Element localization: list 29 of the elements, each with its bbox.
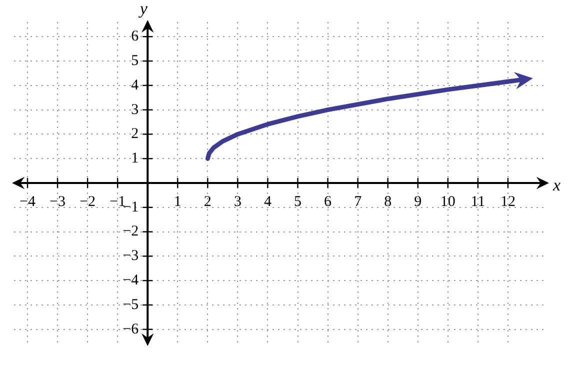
y-tick-label: −5 bbox=[122, 296, 139, 313]
x-tick-label: 3 bbox=[234, 194, 242, 210]
y-tick-label: 3 bbox=[131, 102, 139, 118]
x-tick-label: −1 bbox=[110, 194, 126, 210]
x-tick-label: −2 bbox=[80, 194, 96, 210]
x-tick-label: 7 bbox=[354, 194, 362, 210]
x-tick-label: 9 bbox=[414, 194, 422, 210]
x-tick-label: 6 bbox=[324, 194, 332, 210]
x-tick-label: 4 bbox=[264, 194, 272, 210]
x-tick-label: 11 bbox=[470, 194, 486, 210]
x-axis-title: x bbox=[552, 175, 561, 194]
y-tick-label: 6 bbox=[131, 28, 140, 45]
x-tick-label: 10 bbox=[440, 194, 456, 210]
x-tick-label: 8 bbox=[384, 194, 392, 210]
x-tick-label: 2 bbox=[204, 194, 212, 210]
x-tick-label: −4 bbox=[20, 194, 36, 210]
y-tick-label: −3 bbox=[122, 248, 139, 264]
x-tick-label: −3 bbox=[50, 194, 66, 210]
x-tick-label: 5 bbox=[294, 194, 302, 210]
y-tick-label: −4 bbox=[122, 272, 140, 289]
y-axis-title: y bbox=[138, 0, 148, 18]
y-tick-label: −6 bbox=[122, 321, 140, 338]
x-tick-label: 1 bbox=[174, 194, 182, 210]
y-tick-label: −2 bbox=[122, 224, 139, 240]
y-tick-label: 5 bbox=[131, 52, 139, 69]
y-tick-label: 2 bbox=[131, 126, 139, 142]
y-tick-label: 1 bbox=[131, 150, 139, 167]
x-tick-label: 12 bbox=[500, 194, 516, 210]
y-tick-label: 4 bbox=[131, 77, 140, 94]
